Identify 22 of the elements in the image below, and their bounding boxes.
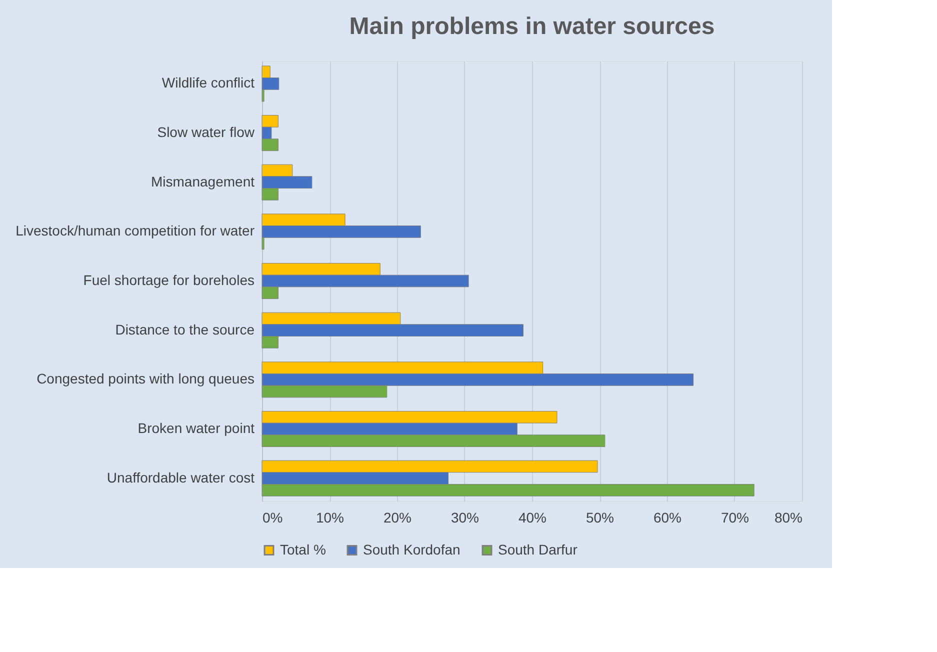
x-tick-label: 10% [316,510,344,526]
y-tick-label: Livestock/human competition for water [16,222,255,239]
x-tick-label: 70% [720,510,750,526]
y-tick-label: Wildlife conflict [162,74,255,91]
legend-label: South Kordofan [363,541,460,558]
x-tick-label: 80% [774,510,802,526]
legend-label: South Darfur [498,541,578,558]
y-tick-label: Unaffordable water cost [106,469,255,486]
y-tick-label: Distance to the source [115,321,255,338]
y-tick-label: Mismanagement [151,173,255,190]
x-tick-label: 30% [450,510,480,526]
x-tick-label: 60% [653,510,682,526]
y-tick-label: Fuel shortage for boreholes [83,272,254,288]
y-tick-label: Congested points with long queues [36,370,254,387]
x-tick-label: 50% [586,510,614,526]
legend-label: Total % [280,541,326,558]
chart-title: Main problems in water sources [349,13,715,40]
x-tick-label: 20% [383,510,412,526]
y-tick-label: Slow water flow [157,124,256,140]
x-tick-label: 0% [262,510,283,526]
x-tick-label: 40% [518,510,547,526]
y-tick-label: Broken water point [138,420,255,436]
